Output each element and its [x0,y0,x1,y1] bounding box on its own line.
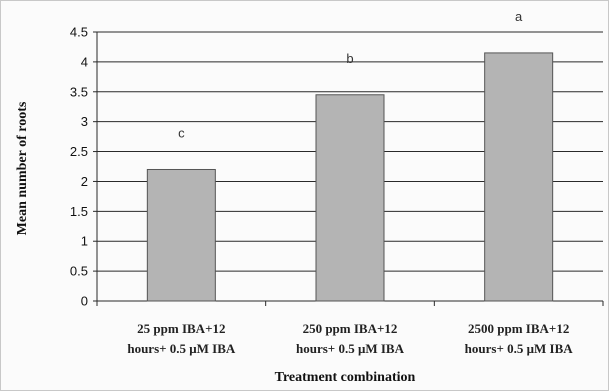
x-category-label: hours+ 0.5 μM IBA [127,341,236,356]
y-axis-ticks: 0 0.5 1 1.5 2 2.5 3 3.5 4 4.5 [70,25,97,309]
x-axis-title: Treatment combination [275,370,416,385]
x-axis-categories: 25 ppm IBA+12 hours+ 0.5 μM IBA 250 ppm IB… [96,301,604,356]
x-category-label: hours+ 0.5 μM IBA [465,341,574,356]
bar [315,94,385,302]
significance-label: c [178,125,185,140]
x-category-label: hours+ 0.5 μM IBA [296,341,405,356]
y-tick-label: 1 [81,234,88,249]
y-tick-label: 0 [81,294,88,309]
y-tick-label: 1.5 [70,204,88,219]
x-category-label: 2500 ppm IBA+12 [468,321,569,336]
x-category-label: 25 ppm IBA+12 [137,321,225,336]
y-tick-label: 4.5 [70,25,88,40]
bar [484,52,554,302]
significance-labels: c b a [178,9,523,141]
y-tick-label: 3.5 [70,84,88,99]
significance-label: a [515,9,523,24]
y-tick-label: 0.5 [70,264,88,279]
y-axis-title: Mean number of roots [15,101,30,235]
bars [146,52,554,302]
y-tick-label: 3 [81,114,88,129]
y-tick-label: 2.5 [70,144,88,159]
y-tick-label: 4 [81,54,88,69]
bar [146,168,216,302]
significance-label: b [346,51,353,66]
x-category-label: 250 ppm IBA+12 [303,321,398,336]
y-tick-label: 2 [81,174,88,189]
